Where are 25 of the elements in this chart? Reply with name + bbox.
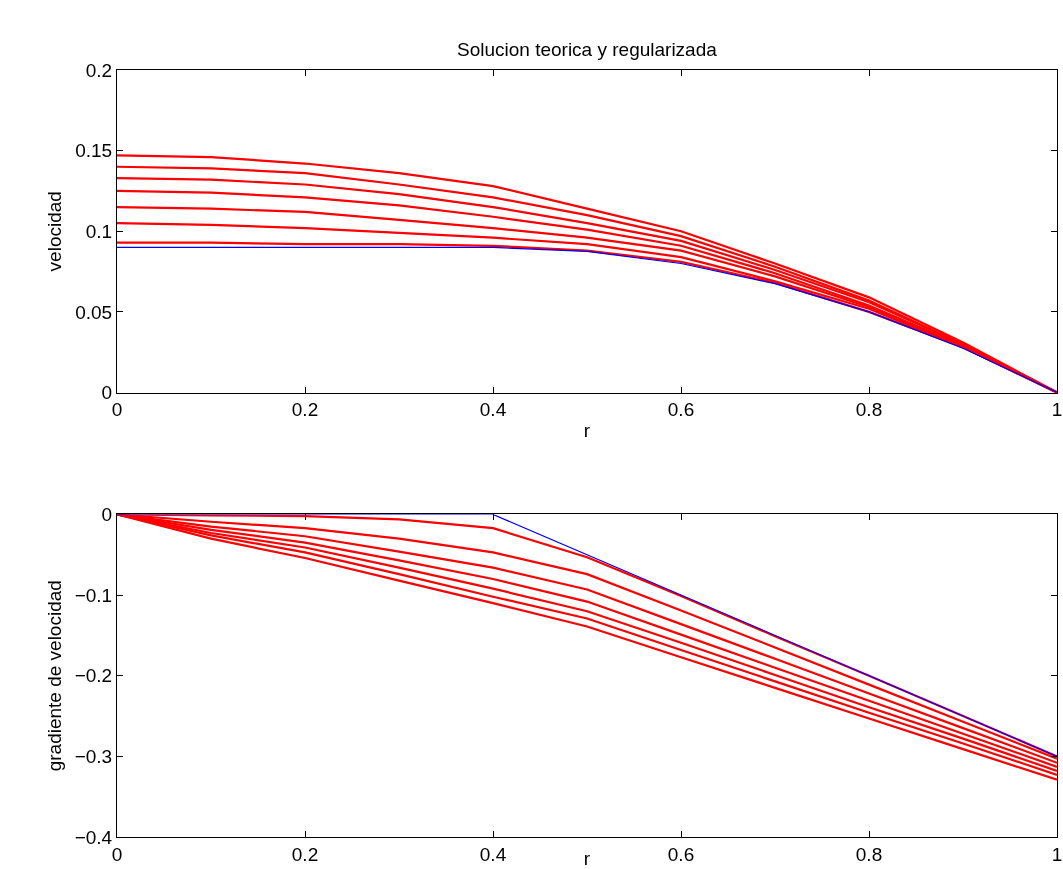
y-axis-title: gradiente de velocidad <box>43 580 65 772</box>
x-tick-label: 0.2 <box>291 399 319 421</box>
x-tick-label: 0.6 <box>667 399 695 421</box>
y-tick-label: 0.05 <box>75 301 113 323</box>
x-tick-label: 0.2 <box>291 843 319 865</box>
y-tick-label: 0 <box>101 504 113 526</box>
x-axis-title: r <box>583 420 591 442</box>
x-tick-label: 0.8 <box>855 399 883 421</box>
y-tick-label: 0 <box>101 382 113 404</box>
y-tick-label: 0.1 <box>85 220 113 242</box>
x-tick-label: 1 <box>1051 399 1063 421</box>
x-tick-label: 0.6 <box>667 843 695 865</box>
x-tick-label: 1 <box>1051 843 1063 865</box>
x-axis-title: r <box>583 848 591 869</box>
chart-title: Solucion teorica y regularizada <box>457 39 718 60</box>
x-tick-label: 0.8 <box>855 843 883 865</box>
y-tick-label: −0.3 <box>74 746 113 768</box>
y-tick-label: 0.15 <box>75 140 113 162</box>
y-tick-label: −0.4 <box>74 826 113 848</box>
y-axis-title: velocidad <box>44 191 66 272</box>
x-tick-label: 0.4 <box>479 843 507 865</box>
x-tick-label: 0.4 <box>479 399 507 421</box>
y-tick-label: −0.2 <box>74 665 113 687</box>
y-tick-label: 0.2 <box>85 59 113 81</box>
y-tick-label: −0.1 <box>74 584 113 606</box>
